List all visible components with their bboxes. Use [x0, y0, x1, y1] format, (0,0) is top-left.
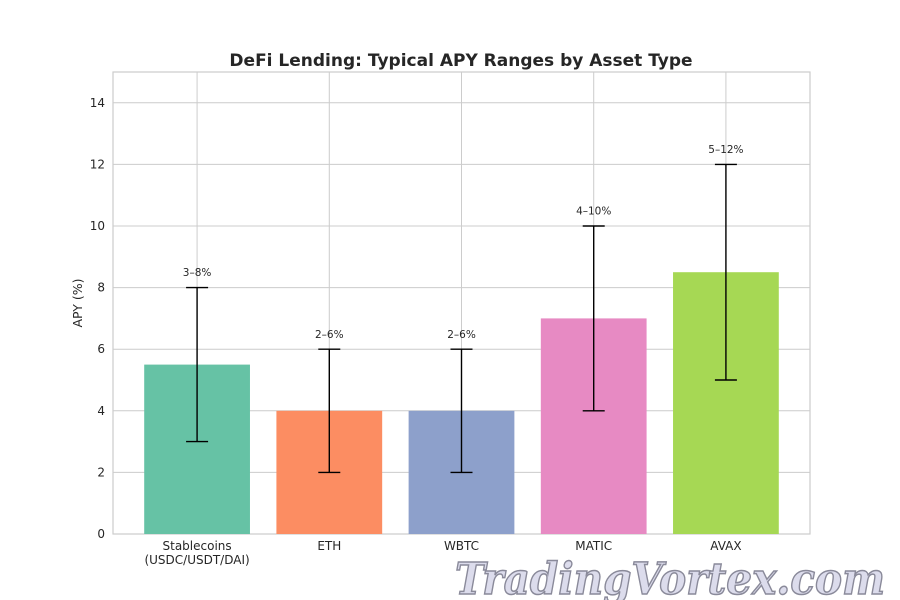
- x-tick-label: WBTC: [444, 539, 479, 553]
- data-label: 2–6%: [315, 329, 344, 341]
- watermark-logo: TradingVortex.com: [455, 554, 885, 600]
- data-label: 2–6%: [447, 329, 476, 341]
- y-tick-label: 10: [90, 219, 105, 233]
- y-tick-label: 8: [97, 281, 105, 295]
- chart-title: DeFi Lending: Typical APY Ranges by Asse…: [229, 51, 692, 71]
- data-label: 5–12%: [708, 144, 743, 156]
- bars: 3–8% 2–6% 2–6% 4–10% 5–12%: [144, 144, 779, 534]
- y-tick-label: 12: [90, 157, 105, 171]
- y-tick-label: 6: [97, 342, 105, 356]
- y-axis-label: APY (%): [70, 278, 85, 327]
- x-tick-label: ETH: [317, 539, 341, 553]
- y-tick-label: 14: [90, 96, 105, 110]
- data-label: 3–8%: [183, 267, 212, 279]
- x-tick-label: AVAX: [710, 539, 741, 553]
- y-tick-label: 2: [97, 465, 105, 479]
- y-tick-label: 0: [97, 527, 105, 541]
- y-tick-label: 4: [97, 404, 105, 418]
- y-tick-labels: 0 2 4 6 8 10 12 14: [90, 96, 105, 541]
- data-label: 4–10%: [576, 206, 611, 218]
- x-tick-label: Stablecoins (USDC/USDT/DAI): [144, 539, 249, 567]
- x-tick-labels: Stablecoins (USDC/USDT/DAI) ETH WBTC MATIC AV…: [144, 539, 741, 567]
- x-tick-label: MATIC: [575, 539, 612, 553]
